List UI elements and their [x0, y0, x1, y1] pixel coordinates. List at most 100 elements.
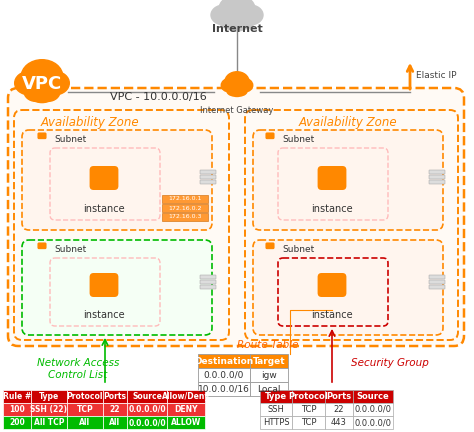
Text: 0.0.0.0/0: 0.0.0.0/0: [128, 405, 166, 414]
Text: TCP: TCP: [77, 405, 93, 414]
Bar: [353, 403, 393, 416]
Text: Subnet: Subnet: [54, 134, 86, 143]
Ellipse shape: [21, 60, 63, 93]
FancyBboxPatch shape: [429, 175, 445, 179]
Text: Target: Target: [253, 356, 285, 365]
FancyBboxPatch shape: [38, 243, 46, 248]
FancyBboxPatch shape: [429, 180, 445, 184]
Bar: [103, 416, 127, 429]
Text: TCP: TCP: [301, 418, 316, 427]
Bar: [3, 416, 31, 429]
Ellipse shape: [24, 80, 47, 101]
Bar: [260, 416, 292, 429]
FancyBboxPatch shape: [253, 130, 443, 230]
Ellipse shape: [236, 79, 253, 92]
Text: Subnet: Subnet: [282, 245, 314, 254]
Bar: [167, 403, 205, 416]
Bar: [250, 354, 288, 368]
Bar: [31, 416, 67, 429]
Text: Protocol: Protocol: [289, 392, 328, 401]
FancyBboxPatch shape: [200, 280, 216, 284]
Bar: [127, 403, 167, 416]
Text: 0.0.0.0/0: 0.0.0.0/0: [204, 371, 244, 379]
Bar: [3, 403, 31, 416]
Text: Availability Zone: Availability Zone: [41, 116, 139, 129]
Text: Subnet: Subnet: [54, 245, 86, 254]
Ellipse shape: [233, 11, 255, 29]
Text: Local: Local: [257, 384, 281, 394]
Bar: [3, 390, 31, 403]
FancyBboxPatch shape: [200, 275, 216, 279]
Text: 172.16.0.1: 172.16.0.1: [168, 197, 202, 201]
Bar: [162, 213, 208, 221]
Bar: [292, 416, 325, 429]
Text: DENY: DENY: [174, 405, 198, 414]
Bar: [325, 416, 353, 429]
Text: All: All: [109, 418, 120, 427]
FancyBboxPatch shape: [429, 285, 445, 289]
Bar: [353, 390, 393, 403]
Bar: [167, 416, 205, 429]
Bar: [250, 382, 288, 396]
Text: instance: instance: [83, 310, 125, 320]
Ellipse shape: [229, 85, 245, 96]
FancyBboxPatch shape: [90, 166, 118, 190]
Text: SSH (22): SSH (22): [30, 405, 67, 414]
Text: Availability Zone: Availability Zone: [299, 116, 397, 129]
Text: Source: Source: [356, 392, 389, 401]
Bar: [103, 390, 127, 403]
Ellipse shape: [37, 80, 60, 101]
FancyBboxPatch shape: [429, 170, 445, 174]
Bar: [127, 390, 167, 403]
Text: Route Table: Route Table: [237, 340, 299, 350]
Ellipse shape: [224, 11, 250, 31]
FancyBboxPatch shape: [8, 88, 464, 346]
Text: VPC - 10.0.0.0/16: VPC - 10.0.0.0/16: [109, 92, 206, 102]
Text: 22: 22: [110, 405, 120, 414]
Ellipse shape: [225, 72, 249, 91]
Ellipse shape: [237, 5, 263, 25]
Bar: [250, 368, 288, 382]
Text: Subnet: Subnet: [282, 134, 314, 143]
Ellipse shape: [41, 71, 69, 95]
Text: Allow/Deny: Allow/Deny: [162, 392, 210, 401]
FancyBboxPatch shape: [266, 243, 274, 248]
FancyBboxPatch shape: [200, 180, 216, 184]
Text: Ports: Ports: [103, 392, 127, 401]
FancyBboxPatch shape: [200, 170, 216, 174]
Text: 10.0.0.0/16: 10.0.0.0/16: [198, 384, 250, 394]
Bar: [292, 390, 325, 403]
Text: 172.16.0.2: 172.16.0.2: [168, 206, 202, 210]
Text: Ports: Ports: [327, 392, 352, 401]
FancyBboxPatch shape: [200, 175, 216, 179]
Bar: [198, 354, 250, 368]
Ellipse shape: [219, 11, 241, 29]
Text: 100: 100: [9, 405, 25, 414]
FancyBboxPatch shape: [429, 275, 445, 279]
FancyBboxPatch shape: [22, 130, 212, 230]
Text: Rule #: Rule #: [3, 392, 31, 401]
Text: HTTPS: HTTPS: [263, 418, 289, 427]
Bar: [31, 403, 67, 416]
Bar: [31, 390, 67, 403]
Bar: [325, 403, 353, 416]
FancyBboxPatch shape: [266, 133, 274, 139]
Ellipse shape: [234, 84, 247, 96]
Text: 0.0.0.0/0: 0.0.0.0/0: [128, 418, 166, 427]
FancyBboxPatch shape: [22, 240, 212, 335]
Text: Internet: Internet: [211, 24, 263, 34]
FancyBboxPatch shape: [429, 280, 445, 284]
Text: Source: Source: [132, 392, 162, 401]
Bar: [67, 390, 103, 403]
Text: instance: instance: [83, 204, 125, 214]
Text: VPC: VPC: [22, 75, 62, 93]
Bar: [292, 403, 325, 416]
Bar: [353, 416, 393, 429]
Bar: [260, 403, 292, 416]
Bar: [167, 390, 205, 403]
FancyBboxPatch shape: [318, 166, 346, 190]
Text: instance: instance: [311, 204, 353, 214]
Text: All TCP: All TCP: [34, 418, 64, 427]
Text: 22: 22: [334, 405, 344, 414]
Text: igw: igw: [261, 371, 277, 379]
